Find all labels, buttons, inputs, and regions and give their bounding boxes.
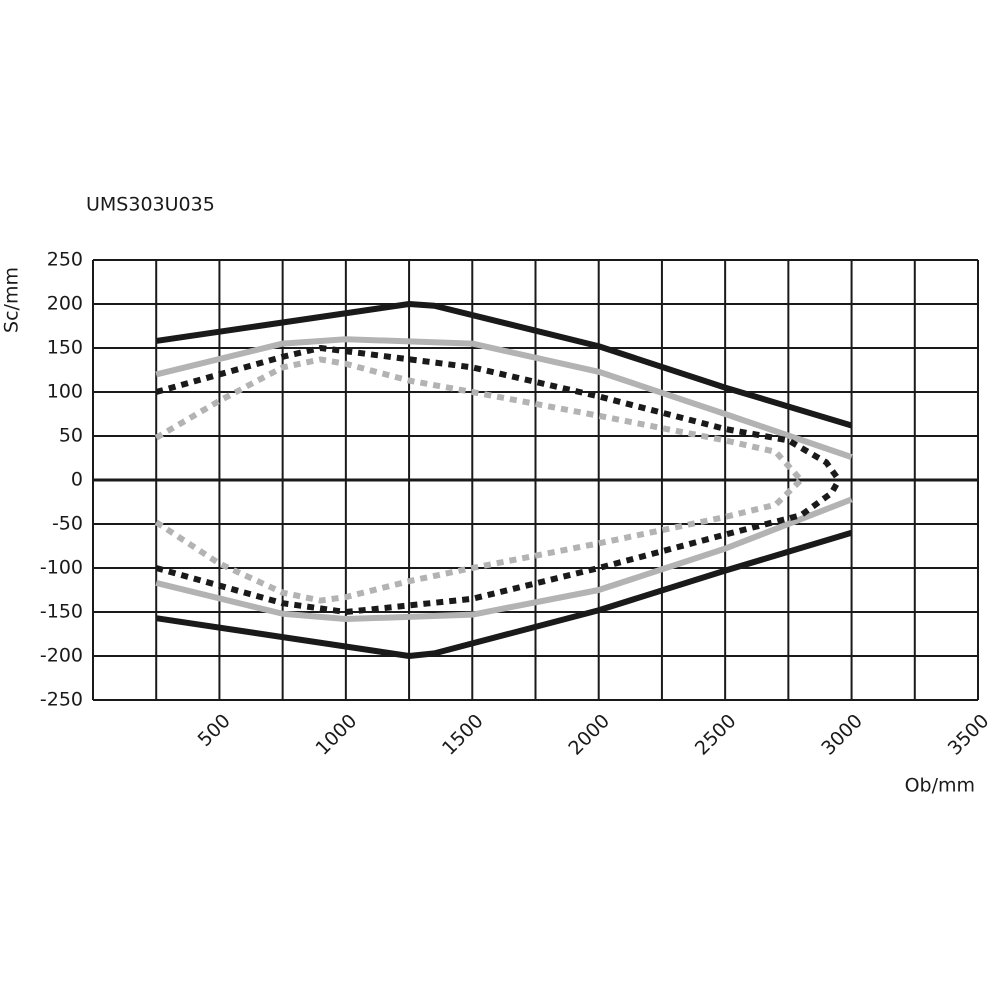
x-tick-label: 2500: [691, 710, 741, 760]
y-tick-label: 250: [47, 249, 83, 271]
y-tick-label: 150: [47, 337, 83, 359]
y-tick-label: -250: [40, 689, 83, 711]
series-line: [155, 496, 853, 623]
y-tick-label: 0: [71, 469, 83, 491]
x-tick-label: 500: [194, 710, 235, 751]
y-tick-label: 100: [47, 381, 83, 403]
chart-title: UMS303U035: [86, 194, 215, 216]
series-line: [155, 301, 853, 429]
y-tick-label: 50: [59, 425, 83, 447]
y-tick-label: -200: [40, 645, 83, 667]
series-line: [155, 345, 842, 482]
y-tick-label: -50: [52, 513, 83, 535]
x-axis-label: Ob/mm: [905, 775, 975, 797]
y-tick-label: -150: [40, 601, 83, 623]
x-tick-label: 3000: [817, 710, 867, 760]
series-line: [154, 477, 804, 604]
x-tick-label: 1000: [312, 710, 362, 760]
y-tick-label: -100: [40, 557, 83, 579]
series-line: [154, 356, 804, 483]
x-tick-label: 3500: [944, 710, 994, 760]
y-axis-label: Sc/mm: [1, 267, 23, 333]
series-line: [155, 529, 853, 659]
x-tick-label: 1500: [438, 710, 488, 760]
series-line: [155, 336, 853, 460]
x-tick-label: 2000: [564, 710, 614, 760]
y-tick-label: 200: [47, 293, 83, 315]
